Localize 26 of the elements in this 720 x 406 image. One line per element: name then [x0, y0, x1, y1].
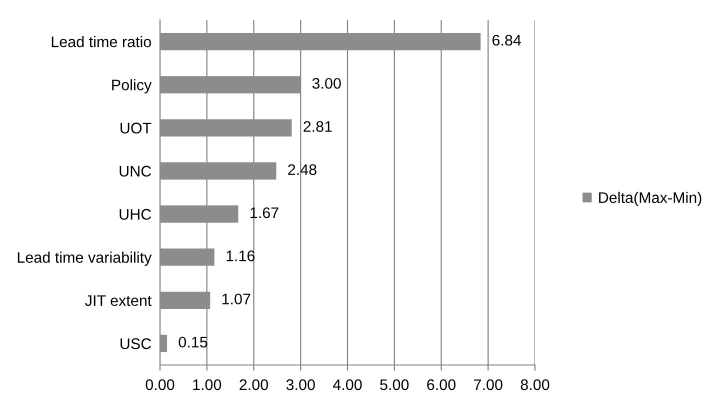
y-tick-label: Lead time ratio	[52, 36, 152, 48]
legend-label: Delta(Max-Min)	[599, 192, 702, 206]
data-label: 3.00	[312, 78, 341, 89]
x-tick-label: 6.00	[427, 379, 456, 390]
y-tick-label: UNC	[120, 166, 152, 177]
data-label: 0.15	[178, 336, 208, 348]
data-label: 6.84	[492, 34, 522, 46]
data-label: 1.67	[250, 207, 278, 218]
data-label: 2.81	[304, 121, 332, 132]
data-label: 2.48	[288, 164, 316, 176]
data-label: 1.07	[222, 294, 250, 304]
x-tick-label: 0.00	[146, 379, 174, 390]
y-tick-label: USC	[120, 338, 152, 350]
x-tick-label: 1.00	[193, 379, 222, 390]
x-tick-label: 5.00	[380, 379, 409, 390]
y-tick-label: JIT extent	[85, 295, 152, 306]
y-tick-label: UHC	[120, 208, 152, 220]
x-tick-label: 2.00	[240, 379, 268, 390]
x-tick-label: 8.00	[520, 379, 550, 390]
data-label: 1.16	[226, 250, 255, 262]
x-tick-label: 7.00	[474, 379, 502, 390]
x-tick-label: 4.00	[332, 379, 362, 390]
x-tick-label: 3.00	[286, 379, 315, 390]
y-tick-label: UOT	[120, 122, 152, 134]
y-tick-label: Policy	[112, 79, 152, 94]
y-tick-label: Lead time variability	[18, 252, 152, 266]
